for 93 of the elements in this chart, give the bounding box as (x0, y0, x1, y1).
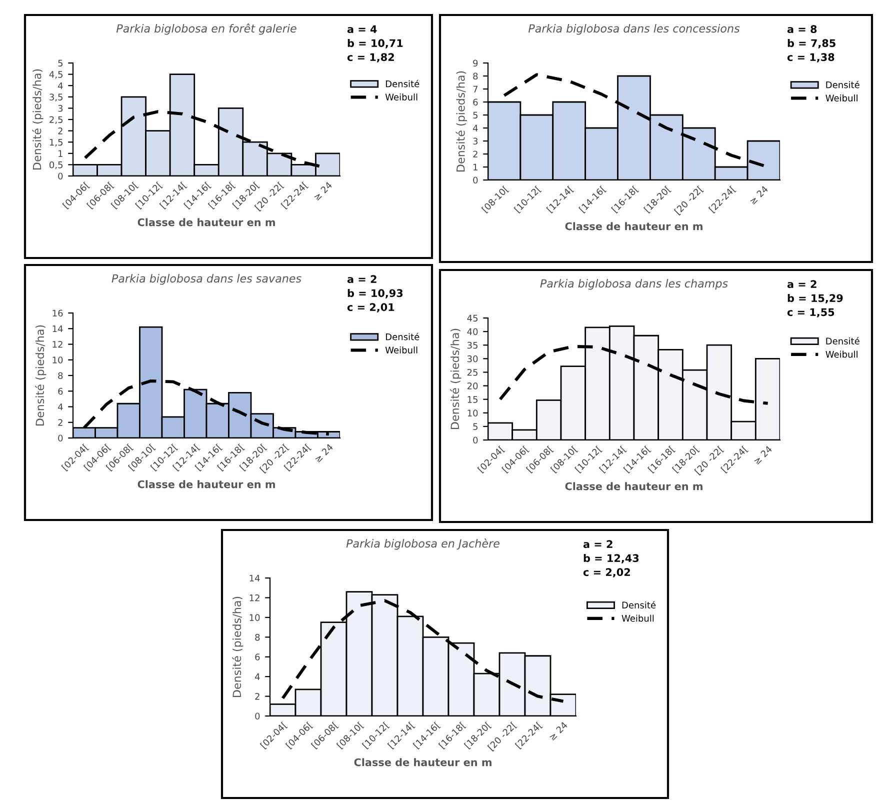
text: c = 1,82 (347, 53, 394, 62)
y-tick-label: 2 (58, 128, 62, 134)
y-tick-label: 14 (250, 574, 260, 582)
y-tick-label: 1,5 (50, 138, 62, 147)
y-tick-label: 15 (468, 396, 478, 403)
y-tick-label: 8 (473, 72, 478, 80)
x-tick-label: ≥ 24 (313, 181, 332, 201)
y-axis-title: Densité (pieds/ha) (35, 325, 46, 426)
text: a = 2 (583, 540, 612, 548)
chart-title: Parkia biglobosa dans les champs (540, 279, 728, 290)
text: c = 1,55 (787, 308, 834, 318)
y-tick-label: 0 (473, 436, 478, 444)
legend-label: Densité (622, 601, 656, 608)
text: a = 8 (787, 25, 817, 34)
y-axis-title: Densité (pieds/ha) (232, 596, 244, 697)
y-tick-label: 4 (254, 673, 260, 680)
text: a = 2 (787, 280, 816, 288)
text: c = 2,02 (583, 568, 630, 578)
y-tick-label: 0 (255, 712, 260, 720)
legend-label: Weibull (826, 94, 858, 102)
y-tick-label: 5 (58, 60, 62, 67)
y-axis-title: Densité (pieds/ha) (32, 69, 44, 170)
y-tick-label: 45 (467, 314, 478, 322)
y-tick-label: 20 (467, 382, 478, 390)
y-tick-label: 0 (473, 176, 478, 184)
y-tick-label: 2,5 (50, 116, 62, 124)
y-axis-title: Densité (pieds/ha) (456, 71, 467, 172)
y-tick-label: 2 (58, 419, 62, 426)
y-tick-label: 0 (58, 172, 63, 180)
y-tick-label: 40 (467, 328, 478, 336)
y-tick-label: 25 (467, 368, 478, 376)
y-tick-label: 10 (52, 356, 63, 364)
legend-label: Weibull (385, 94, 418, 100)
y-tick-label: 30 (467, 355, 478, 362)
y-tick-label: 4 (472, 124, 478, 132)
y-axis-title: Densité (pieds/ha) (450, 328, 462, 429)
x-axis-title: Classe de hauteur en m (138, 218, 275, 226)
chart-title: Parkia biglobosa dans les concessions (528, 24, 740, 35)
text: b = 15,29 (788, 294, 843, 304)
text: b = 12,43 (584, 554, 639, 564)
y-tick-label: 10 (468, 410, 478, 416)
x-axis-title: Classe de hauteur en m (565, 222, 702, 230)
y-tick-label: 4 (58, 404, 63, 410)
y-tick-label: 1 (474, 164, 478, 170)
legend-label: Weibull (622, 614, 654, 622)
text: c = 2,01 (347, 303, 394, 312)
y-tick-label: 6 (255, 654, 260, 660)
x-tick-label: ≥ 24 (753, 445, 772, 465)
chart-title: Parkia biglobosa en forêt galerie (116, 24, 296, 35)
y-tick-label: 9 (473, 60, 478, 67)
y-tick-label: 5 (473, 423, 478, 430)
y-tick-label: 6 (58, 388, 63, 395)
y-tick-label: 3 (473, 138, 478, 145)
legend-label: Densité (826, 80, 860, 88)
y-tick-label: 1 (58, 150, 62, 157)
y-tick-label: 8 (255, 634, 260, 641)
y-tick-label: 10 (250, 614, 260, 621)
x-tick-label: ≥ 24 (314, 443, 334, 463)
text: c = 1,38 (787, 53, 834, 62)
y-tick-label: 35 (467, 342, 478, 349)
y-tick-label: 16 (52, 310, 63, 317)
x-axis-title: Classe de hauteur en m (138, 480, 275, 488)
text: a = 4 (347, 25, 377, 34)
y-tick-label: 5 (473, 112, 478, 119)
legend-label: Densité (826, 337, 860, 344)
legend-label: Weibull (826, 350, 858, 358)
y-tick-label: 2 (473, 150, 478, 158)
y-tick-label: 4,5 (49, 71, 62, 79)
legend-label: Weibull (385, 346, 418, 354)
text: a = 2 (347, 275, 376, 284)
text: b = 7,85 (788, 39, 836, 48)
y-tick-label: 6 (473, 98, 478, 106)
y-tick-label: 12 (250, 594, 260, 602)
y-tick-label: 0,5 (50, 161, 62, 170)
y-tick-label: 2 (255, 693, 260, 700)
chart-title: Parkia biglobosa dans les savanes (112, 274, 302, 285)
y-tick-label: 4 (58, 82, 63, 90)
legend-label: Densité (386, 332, 420, 340)
x-tick-label: ≥ 24 (548, 721, 568, 741)
y-tick-label: 3 (58, 104, 63, 112)
text: b = 10,71 (348, 39, 403, 48)
x-axis-title: Classe de hauteur en m (565, 482, 702, 490)
chart-title: Parkia biglobosa en Jachère (346, 538, 500, 550)
y-tick-label: 8 (58, 372, 63, 380)
y-tick-label: 0 (58, 434, 63, 442)
y-tick-label: 3,5 (50, 94, 62, 102)
x-tick-label: ≥ 24 (749, 185, 768, 205)
y-tick-label: 12 (52, 340, 62, 348)
y-tick-label: 14 (52, 325, 63, 332)
x-axis-title: Classe de hauteur en m (354, 758, 492, 766)
y-tick-label: 7 (473, 86, 478, 92)
legend-label: Densité (386, 80, 420, 88)
text: b = 10,93 (348, 289, 403, 298)
